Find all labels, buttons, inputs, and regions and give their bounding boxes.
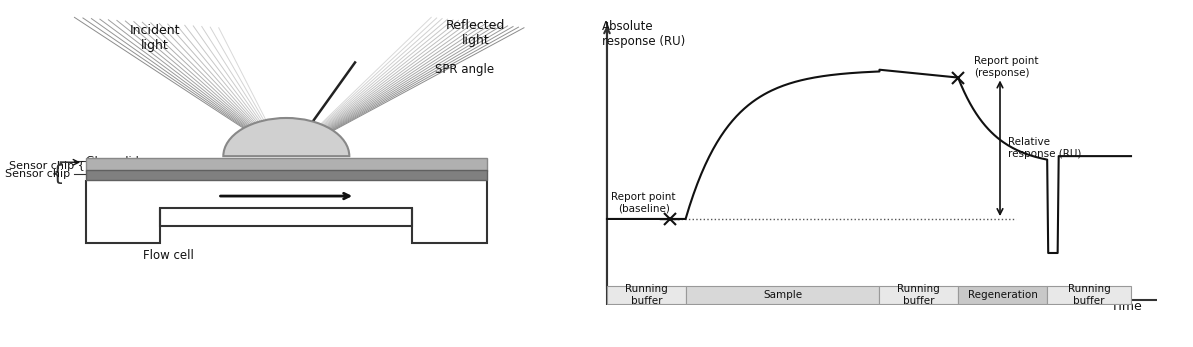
Bar: [86, 170, 487, 180]
Wedge shape: [223, 118, 350, 156]
Text: Sensor chip: Sensor chip: [5, 169, 69, 179]
Bar: [86, 158, 487, 171]
Text: Report point
(response): Report point (response): [973, 56, 1038, 78]
FancyBboxPatch shape: [1047, 286, 1131, 304]
Text: {: {: [50, 164, 64, 184]
Text: Running
buffer: Running buffer: [1068, 284, 1111, 306]
FancyBboxPatch shape: [686, 286, 879, 304]
Text: Regeneration: Regeneration: [968, 290, 1038, 300]
Text: Glass slide: Glass slide: [86, 156, 146, 166]
Text: Relative
response (RU): Relative response (RU): [1008, 137, 1081, 159]
Text: Incident
light: Incident light: [129, 24, 180, 52]
Text: Gold layer: Gold layer: [86, 169, 143, 179]
Text: Running
buffer: Running buffer: [625, 284, 668, 306]
Text: Time: Time: [1111, 300, 1142, 313]
Text: Report point
(baseline): Report point (baseline): [612, 192, 676, 214]
Text: Absolute
response (RU): Absolute response (RU): [601, 20, 685, 48]
Text: Sample: Sample: [764, 290, 802, 300]
Text: SPR angle: SPR angle: [435, 63, 494, 76]
Text: Running
buffer: Running buffer: [897, 284, 940, 306]
Text: Flow cell: Flow cell: [143, 248, 194, 262]
FancyBboxPatch shape: [607, 286, 686, 304]
Text: Reflected
light: Reflected light: [446, 19, 505, 47]
FancyBboxPatch shape: [958, 286, 1047, 304]
Text: Sensor chip {: Sensor chip {: [8, 161, 85, 170]
FancyBboxPatch shape: [879, 286, 958, 304]
